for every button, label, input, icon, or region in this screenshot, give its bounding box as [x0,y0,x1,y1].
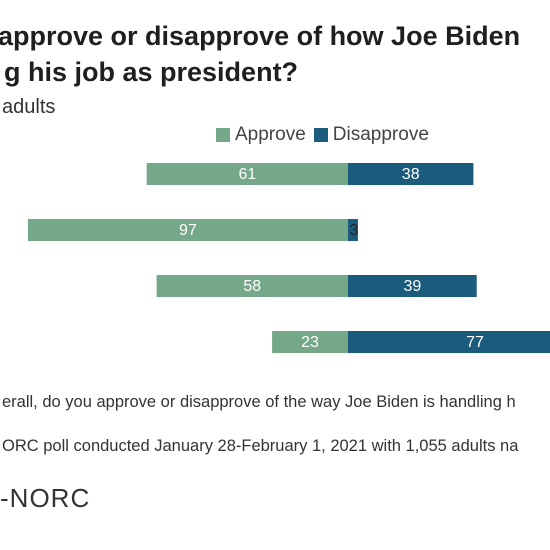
approve-value-label-0: 61 [238,166,256,183]
logo-dash: - [0,483,10,513]
legend-swatch-disapprove [313,128,328,142]
legend-label-approve: Approve [235,124,306,145]
chart-title: approve or disapprove of how Joe Biden g… [0,18,550,90]
chart-title-line-1: approve or disapprove of how Joe Biden [0,21,521,51]
source-note: ORC poll conducted January 28-February 1… [2,437,519,455]
approve-value-label-2: 58 [243,278,261,295]
disapprove-bar-0 [348,163,474,185]
disapprove-bar-2 [348,275,477,297]
legend-label-disapprove: Disapprove [332,124,429,145]
question-note: erall, do you approve or disapprove of t… [2,393,516,411]
disapprove-value-label-2: 39 [403,278,421,295]
disapprove-value-label-3: 77 [466,334,484,351]
chart-title-line-2: g his job as president? [4,57,299,87]
logo-text: NORC [9,483,91,513]
bar-chart: 61 38 97 3 58 39 23 77 [27,163,550,353]
chart-legend: Approve Disapprove [216,124,437,146]
legend-item-disapprove: Disapprove [313,124,429,146]
approve-bar-2 [156,275,348,297]
disapprove-bar-1 [348,219,358,241]
chart-subtitle: adults [2,96,56,118]
approve-bar-1 [27,219,349,241]
approve-bar-3 [272,331,348,353]
approve-value-label-3: 23 [301,334,319,351]
legend-item-approve: Approve [216,124,306,146]
approve-value-label-1: 97 [179,222,197,239]
disapprove-value-label-1: 3 [349,222,358,239]
approve-bar-0 [146,163,348,185]
legend-swatch-approve [216,128,230,142]
disapprove-value-label-0: 38 [402,166,420,183]
disapprove-bar-3 [348,331,550,353]
norc-logo: -NORC [0,483,90,514]
